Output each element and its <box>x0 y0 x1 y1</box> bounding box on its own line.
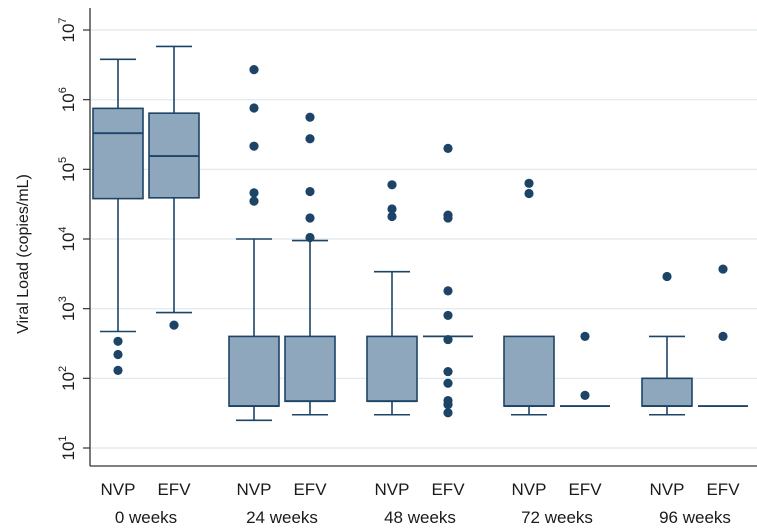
outlier-point <box>305 213 315 223</box>
outlier-point <box>305 134 315 144</box>
y-tick-exponent: 4 <box>57 226 69 232</box>
y-tick-base: 10 <box>59 302 78 321</box>
outlier-point <box>443 310 453 321</box>
box <box>641 377 693 407</box>
outlier-point <box>443 399 453 410</box>
outlier-point <box>718 331 728 341</box>
y-tick-label: 101 <box>57 435 78 460</box>
grid-lines <box>90 29 757 449</box>
y-tick-label-text: 103 <box>57 296 78 321</box>
y-tick-base: 10 <box>59 442 78 461</box>
x-category-label: NVP <box>237 480 272 499</box>
y-tick-label-text: 104 <box>57 226 78 251</box>
box <box>92 107 144 200</box>
x-group-label: 48 weeks <box>384 508 456 527</box>
y-tick-base: 10 <box>59 372 78 391</box>
y-tick-base: 10 <box>59 93 78 112</box>
outlier-point <box>113 349 123 360</box>
x-category-label: EFV <box>568 480 602 499</box>
outlier-point <box>305 186 315 197</box>
outlier-point <box>443 378 453 388</box>
y-tick-label-text: 101 <box>57 435 78 460</box>
outlier-point <box>443 366 453 377</box>
y-tick-label-text: 105 <box>57 157 78 182</box>
y-tick-exponent: 1 <box>57 435 69 441</box>
group-3: NVP EFV 72 weeks <box>503 178 610 527</box>
outlier-point <box>718 264 728 274</box>
x-group-label: 96 weeks <box>659 508 731 527</box>
x-category-label: EFV <box>706 480 740 499</box>
outlier-point <box>249 103 259 113</box>
outlier-point <box>443 334 453 345</box>
outlier-point <box>580 331 590 341</box>
y-tick-exponent: 3 <box>57 296 69 302</box>
x-group-label: 72 weeks <box>521 508 593 527</box>
y-tick-label: 102 <box>57 366 78 391</box>
box <box>284 335 336 402</box>
outlier-point <box>387 180 397 190</box>
y-tick-label: 106 <box>57 87 78 112</box>
x-category-label: NVP <box>375 480 410 499</box>
x-category-label: EFV <box>431 480 465 499</box>
plot-area: NVP EFV 0 weeks NVP EFV 24 weeks NVP EFV 48 week… <box>92 45 748 527</box>
y-axis-label: Viral Load (copies/mL) <box>15 174 32 334</box>
group-4: NVP EFV 96 weeks <box>641 264 748 527</box>
x-group-label: 24 weeks <box>246 508 318 527</box>
outlier-point <box>387 204 397 214</box>
y-tick-label-text: 106 <box>57 87 78 112</box>
group-2: NVP EFV 48 weeks <box>366 143 473 527</box>
box <box>228 335 280 407</box>
outlier-point <box>113 336 123 346</box>
y-tick-exponent: 5 <box>57 157 69 163</box>
y-tick-label-text: 107 <box>57 17 78 42</box>
y-tick-label: 103 <box>57 296 78 321</box>
outlier-point <box>443 408 453 418</box>
y-tick-label: 105 <box>57 157 78 182</box>
y-tick-base: 10 <box>59 24 78 43</box>
x-category-label: EFV <box>157 480 191 499</box>
outlier-point <box>249 188 259 198</box>
x-category-label: NVP <box>512 480 547 499</box>
outlier-point <box>662 271 672 282</box>
outlier-point <box>580 390 590 400</box>
y-tick-label: 104 <box>57 226 78 251</box>
outlier-point <box>249 196 259 206</box>
outlier-point <box>443 213 453 223</box>
y-tick-exponent: 6 <box>57 87 69 93</box>
y-tick-label: 107 <box>57 17 78 42</box>
x-group-label: 0 weeks <box>115 508 177 527</box>
x-category-label: NVP <box>650 480 685 499</box>
outlier-point <box>249 65 259 75</box>
group-1: NVP EFV 24 weeks <box>228 65 336 527</box>
group-0: NVP EFV 0 weeks <box>92 45 200 527</box>
outlier-point <box>113 365 123 375</box>
outlier-point <box>249 141 259 151</box>
outlier-point <box>443 143 453 153</box>
outlier-point <box>524 188 534 199</box>
outlier-point <box>387 211 397 222</box>
outlier-point <box>169 320 179 330</box>
outlier-point <box>305 112 315 122</box>
y-tick-exponent: 2 <box>57 366 69 372</box>
x-category-label: EFV <box>293 480 327 499</box>
outlier-point <box>443 286 453 296</box>
outlier-point <box>305 232 315 243</box>
outlier-point <box>524 178 534 188</box>
x-category-label: NVP <box>101 480 136 499</box>
y-tick-exponent: 7 <box>57 17 69 23</box>
y-tick-base: 10 <box>59 233 78 252</box>
y-tick-base: 10 <box>59 163 78 182</box>
box <box>366 335 418 402</box>
y-tick-label-text: 102 <box>57 366 78 391</box>
box <box>503 335 555 407</box>
